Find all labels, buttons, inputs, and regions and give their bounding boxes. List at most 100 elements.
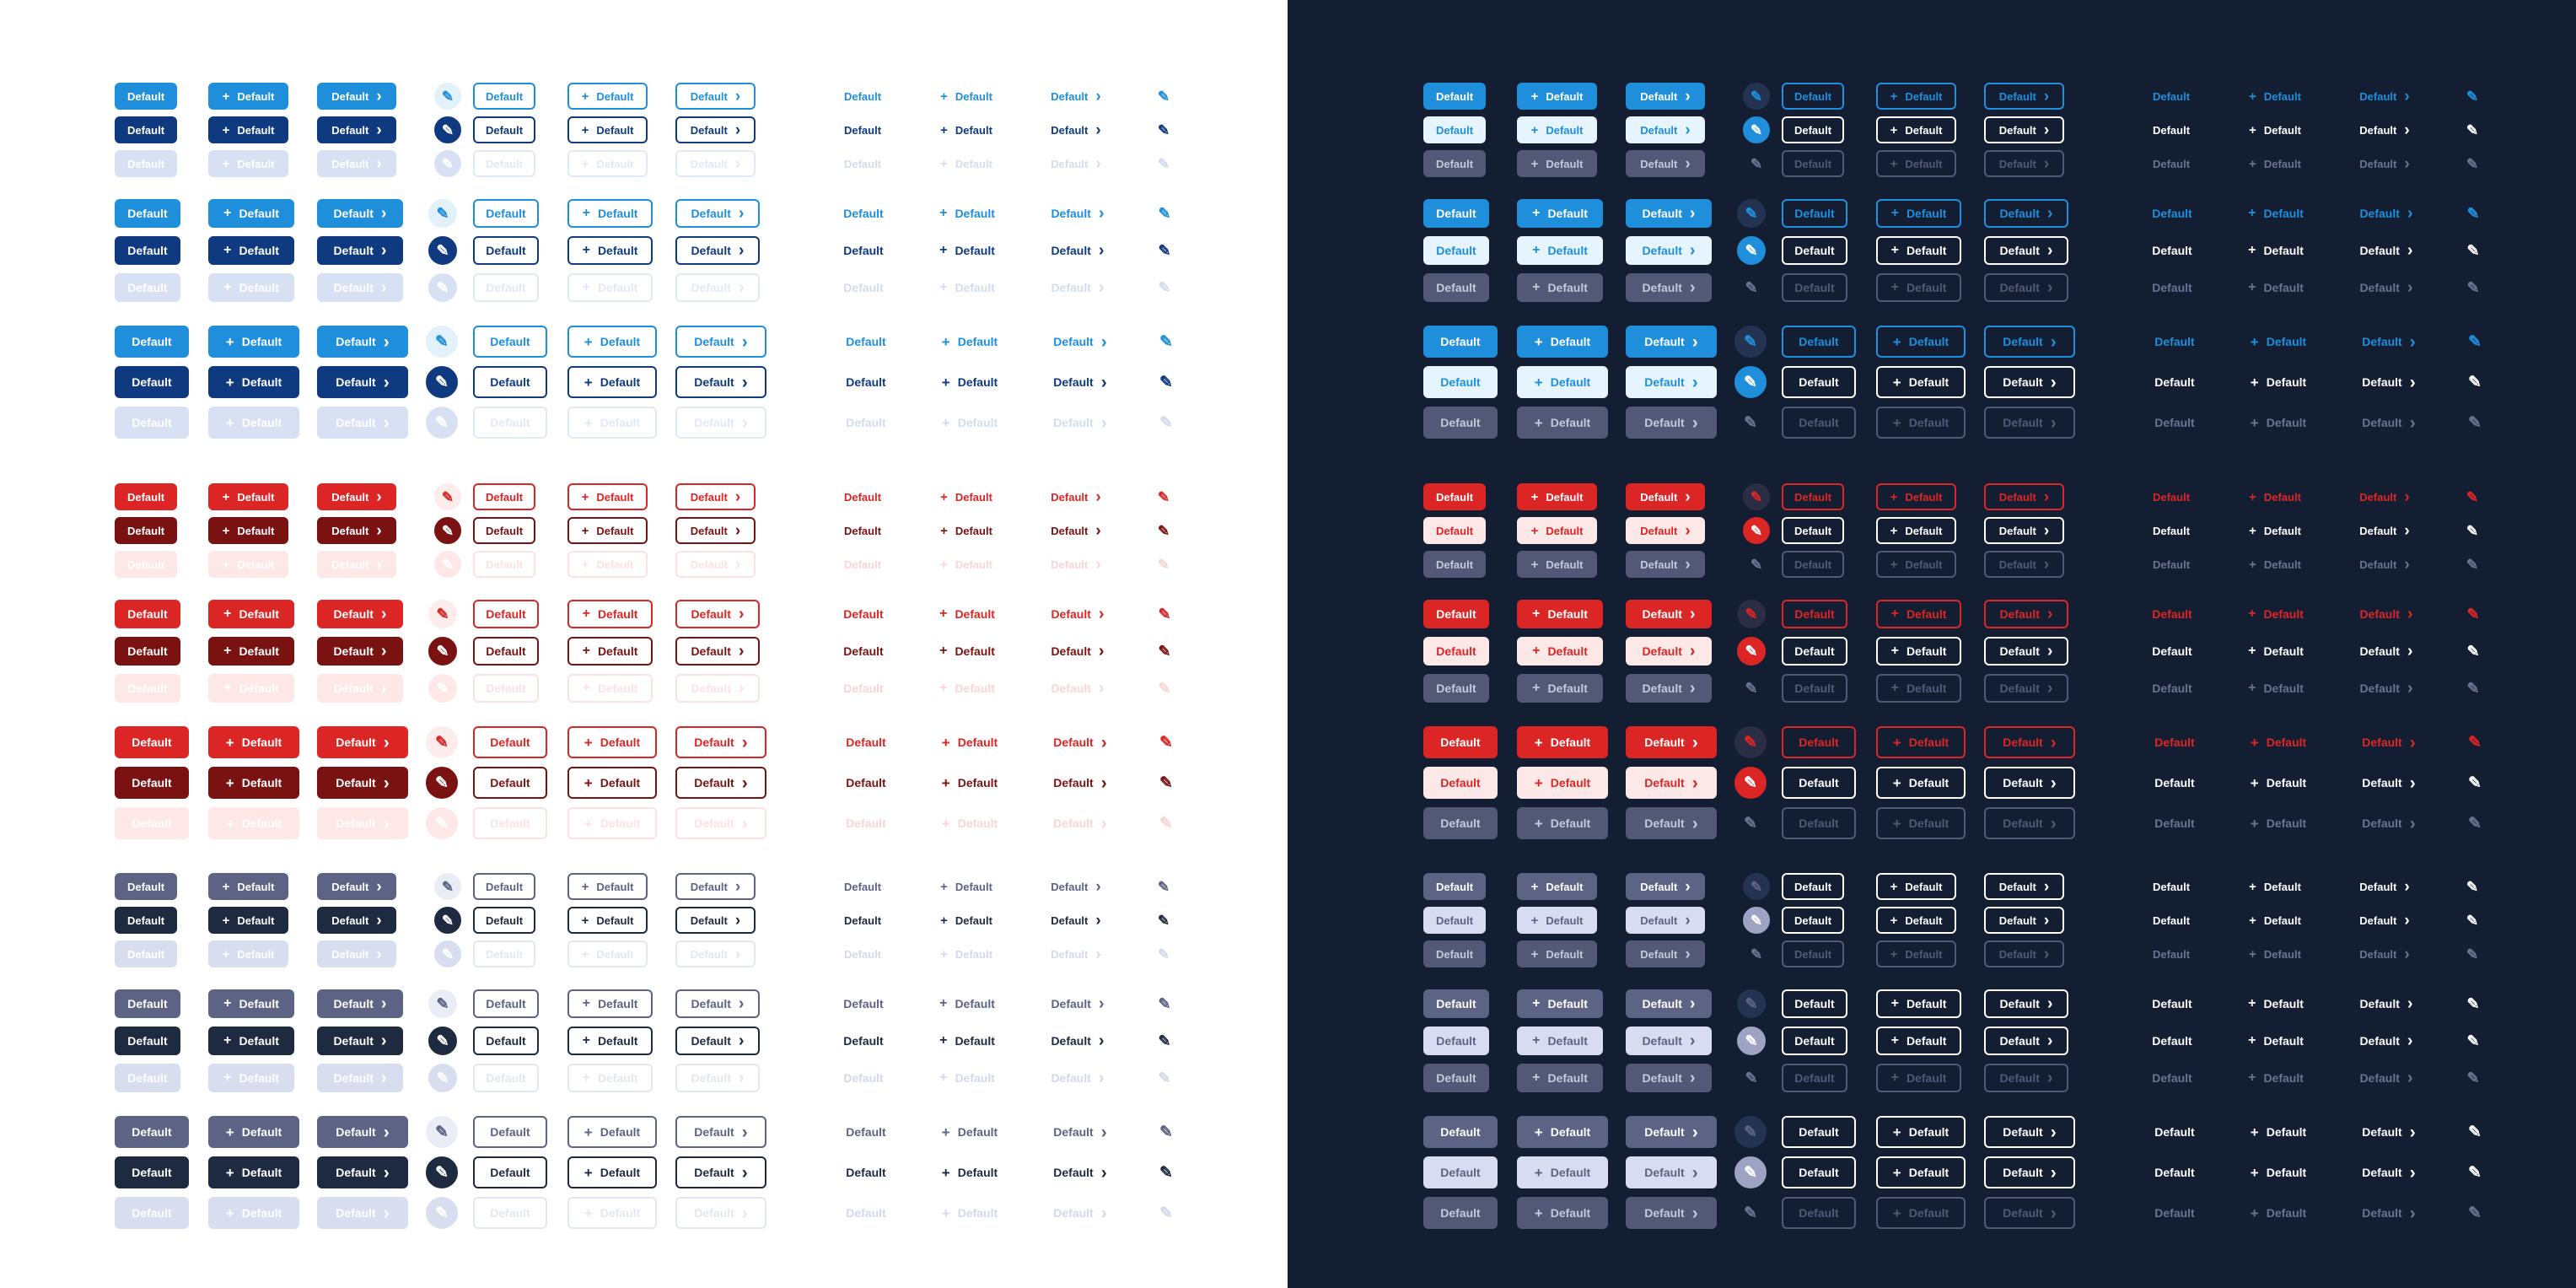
red-outline-chevron-button-default[interactable]: Default › xyxy=(675,600,760,628)
blue-text-chevron-button-default[interactable]: Default › xyxy=(2353,199,2420,228)
blue-text-button-default[interactable]: Default xyxy=(2148,199,2196,228)
red-filled-chevron-button-disabled[interactable]: Default › xyxy=(1626,674,1712,703)
blue-text-button-disabled[interactable]: Default xyxy=(2148,407,2201,439)
gray-text-plus-button-disabled[interactable]: + Default xyxy=(934,940,998,967)
gray-outline-chevron-button-emphasis[interactable]: Default › xyxy=(1984,907,2064,934)
red-text-button-default[interactable]: Default xyxy=(2148,726,2201,758)
blue-outline-button-disabled[interactable]: Default xyxy=(473,150,535,177)
blue-filled-button-default[interactable]: Default xyxy=(115,326,189,358)
blue-filled-plus-button-emphasis[interactable]: + Default xyxy=(1517,236,1603,265)
blue-text-button-disabled[interactable]: Default xyxy=(840,407,892,439)
red-outline-button-disabled[interactable]: Default xyxy=(1782,807,1856,839)
blue-filled-chevron-button-emphasis[interactable]: Default › xyxy=(1626,236,1712,265)
gray-text-chevron-button-disabled[interactable]: Default › xyxy=(1044,1064,1111,1092)
red-icon-button-emphasis[interactable]: ✎ xyxy=(428,637,457,666)
gray-text-button-default[interactable]: Default xyxy=(2148,873,2194,900)
gray-filled-plus-button-disabled[interactable]: + Default xyxy=(1517,1197,1608,1229)
blue-filled-chevron-button-default[interactable]: Default › xyxy=(317,83,396,110)
red-filled-button-default[interactable]: Default xyxy=(115,483,177,510)
red-icon-button-emphasis[interactable]: ✎ xyxy=(434,517,461,544)
gray-filled-button-emphasis[interactable]: Default xyxy=(115,1156,189,1188)
blue-text-plus-button-default[interactable]: + Default xyxy=(934,326,1005,358)
red-text-chevron-button-default[interactable]: Default › xyxy=(2353,600,2420,628)
red-filled-plus-button-disabled[interactable]: + Default xyxy=(1517,551,1597,578)
blue-filled-button-disabled[interactable]: Default xyxy=(1423,150,1486,177)
blue-text-plus-button-default[interactable]: + Default xyxy=(2243,199,2309,228)
blue-filled-plus-button-default[interactable]: + Default xyxy=(208,326,299,358)
blue-text-icon-button-emphasis[interactable]: ✎ xyxy=(2463,240,2483,261)
blue-outline-chevron-button-emphasis[interactable]: Default › xyxy=(675,236,760,265)
gray-text-icon-button-emphasis[interactable]: ✎ xyxy=(1154,1031,1175,1051)
gray-outline-chevron-button-disabled[interactable]: Default › xyxy=(675,1064,760,1092)
blue-text-button-default[interactable]: Default xyxy=(840,83,885,110)
red-text-icon-button-default[interactable]: ✎ xyxy=(1154,488,1173,506)
red-outline-chevron-button-default[interactable]: Default › xyxy=(1984,483,2064,510)
red-outline-button-default[interactable]: Default xyxy=(1782,726,1856,758)
blue-outline-button-default[interactable]: Default xyxy=(473,83,535,110)
blue-outline-chevron-button-disabled[interactable]: Default › xyxy=(1984,273,2068,302)
blue-outline-plus-button-default[interactable]: + Default xyxy=(567,199,653,228)
red-text-button-default[interactable]: Default xyxy=(2148,483,2194,510)
red-text-chevron-button-default[interactable]: Default › xyxy=(1044,726,1116,758)
gray-outline-plus-button-emphasis[interactable]: + Default xyxy=(567,1156,657,1188)
red-filled-button-default[interactable]: Default xyxy=(1423,483,1486,510)
gray-outline-button-default[interactable]: Default xyxy=(1782,989,1847,1018)
gray-outline-button-disabled[interactable]: Default xyxy=(473,1197,547,1229)
gray-icon-button-disabled[interactable]: ✎ xyxy=(1743,940,1770,967)
gray-filled-chevron-button-disabled[interactable]: Default › xyxy=(317,1064,403,1092)
blue-filled-plus-button-emphasis[interactable]: + Default xyxy=(1517,366,1608,398)
gray-text-icon-button-default[interactable]: ✎ xyxy=(2463,1120,2487,1144)
red-outline-chevron-button-disabled[interactable]: Default › xyxy=(1984,807,2075,839)
gray-filled-plus-button-disabled[interactable]: + Default xyxy=(208,1064,294,1092)
gray-filled-plus-button-disabled[interactable]: + Default xyxy=(1517,1064,1603,1092)
gray-text-button-disabled[interactable]: Default xyxy=(840,940,885,967)
red-icon-button-disabled[interactable]: ✎ xyxy=(428,674,457,703)
blue-outline-chevron-button-emphasis[interactable]: Default › xyxy=(1984,366,2075,398)
gray-outline-button-default[interactable]: Default xyxy=(1782,1116,1856,1148)
gray-outline-plus-button-disabled[interactable]: + Default xyxy=(567,940,648,967)
gray-text-plus-button-disabled[interactable]: + Default xyxy=(2243,1197,2314,1229)
blue-text-chevron-button-disabled[interactable]: Default › xyxy=(2353,273,2420,302)
red-text-plus-button-emphasis[interactable]: + Default xyxy=(2243,517,2307,544)
red-outline-plus-button-disabled[interactable]: + Default xyxy=(567,674,653,703)
gray-icon-button-default[interactable]: ✎ xyxy=(1734,1116,1767,1148)
blue-text-button-emphasis[interactable]: Default xyxy=(840,236,887,265)
gray-text-icon-button-emphasis[interactable]: ✎ xyxy=(1154,911,1173,930)
gray-filled-plus-button-emphasis[interactable]: + Default xyxy=(1517,907,1597,934)
red-filled-button-default[interactable]: Default xyxy=(115,600,180,628)
gray-outline-button-default[interactable]: Default xyxy=(473,873,535,900)
gray-text-button-emphasis[interactable]: Default xyxy=(840,1027,887,1055)
gray-text-chevron-button-default[interactable]: Default › xyxy=(1044,873,1108,900)
red-filled-plus-button-emphasis[interactable]: + Default xyxy=(1517,517,1597,544)
blue-text-chevron-button-emphasis[interactable]: Default › xyxy=(1044,236,1111,265)
gray-filled-chevron-button-default[interactable]: Default › xyxy=(317,1116,408,1148)
red-text-plus-button-disabled[interactable]: + Default xyxy=(934,674,1000,703)
gray-icon-button-emphasis[interactable]: ✎ xyxy=(1734,1156,1767,1188)
blue-text-icon-button-default[interactable]: ✎ xyxy=(1154,203,1175,224)
red-filled-chevron-button-emphasis[interactable]: Default › xyxy=(1626,517,1705,544)
gray-text-plus-button-default[interactable]: + Default xyxy=(2243,1116,2314,1148)
red-outline-chevron-button-emphasis[interactable]: Default › xyxy=(1984,517,2064,544)
red-filled-chevron-button-emphasis[interactable]: Default › xyxy=(1626,637,1712,666)
red-filled-chevron-button-emphasis[interactable]: Default › xyxy=(317,767,408,799)
red-text-icon-button-default[interactable]: ✎ xyxy=(2463,604,2483,624)
gray-filled-plus-button-default[interactable]: + Default xyxy=(208,1116,299,1148)
red-text-plus-button-default[interactable]: + Default xyxy=(934,600,1000,628)
red-outline-plus-button-default[interactable]: + Default xyxy=(1876,600,1961,628)
red-outline-button-emphasis[interactable]: Default xyxy=(473,637,539,666)
blue-outline-plus-button-default[interactable]: + Default xyxy=(567,326,657,358)
blue-filled-button-emphasis[interactable]: Default xyxy=(115,366,189,398)
blue-filled-chevron-button-default[interactable]: Default › xyxy=(1626,83,1705,110)
gray-filled-button-emphasis[interactable]: Default xyxy=(115,907,177,934)
red-text-icon-button-emphasis[interactable]: ✎ xyxy=(2463,641,2483,661)
red-text-icon-button-default[interactable]: ✎ xyxy=(2463,730,2487,754)
red-outline-plus-button-disabled[interactable]: + Default xyxy=(1876,807,1966,839)
red-text-button-emphasis[interactable]: Default xyxy=(840,517,885,544)
blue-text-plus-button-disabled[interactable]: + Default xyxy=(2243,273,2309,302)
gray-outline-chevron-button-disabled[interactable]: Default › xyxy=(1984,940,2064,967)
blue-icon-button-default[interactable]: ✎ xyxy=(1743,83,1770,110)
red-filled-chevron-button-disabled[interactable]: Default › xyxy=(317,807,408,839)
red-text-icon-button-default[interactable]: ✎ xyxy=(1154,730,1178,754)
gray-filled-chevron-button-default[interactable]: Default › xyxy=(1626,873,1705,900)
blue-filled-plus-button-disabled[interactable]: + Default xyxy=(1517,150,1597,177)
